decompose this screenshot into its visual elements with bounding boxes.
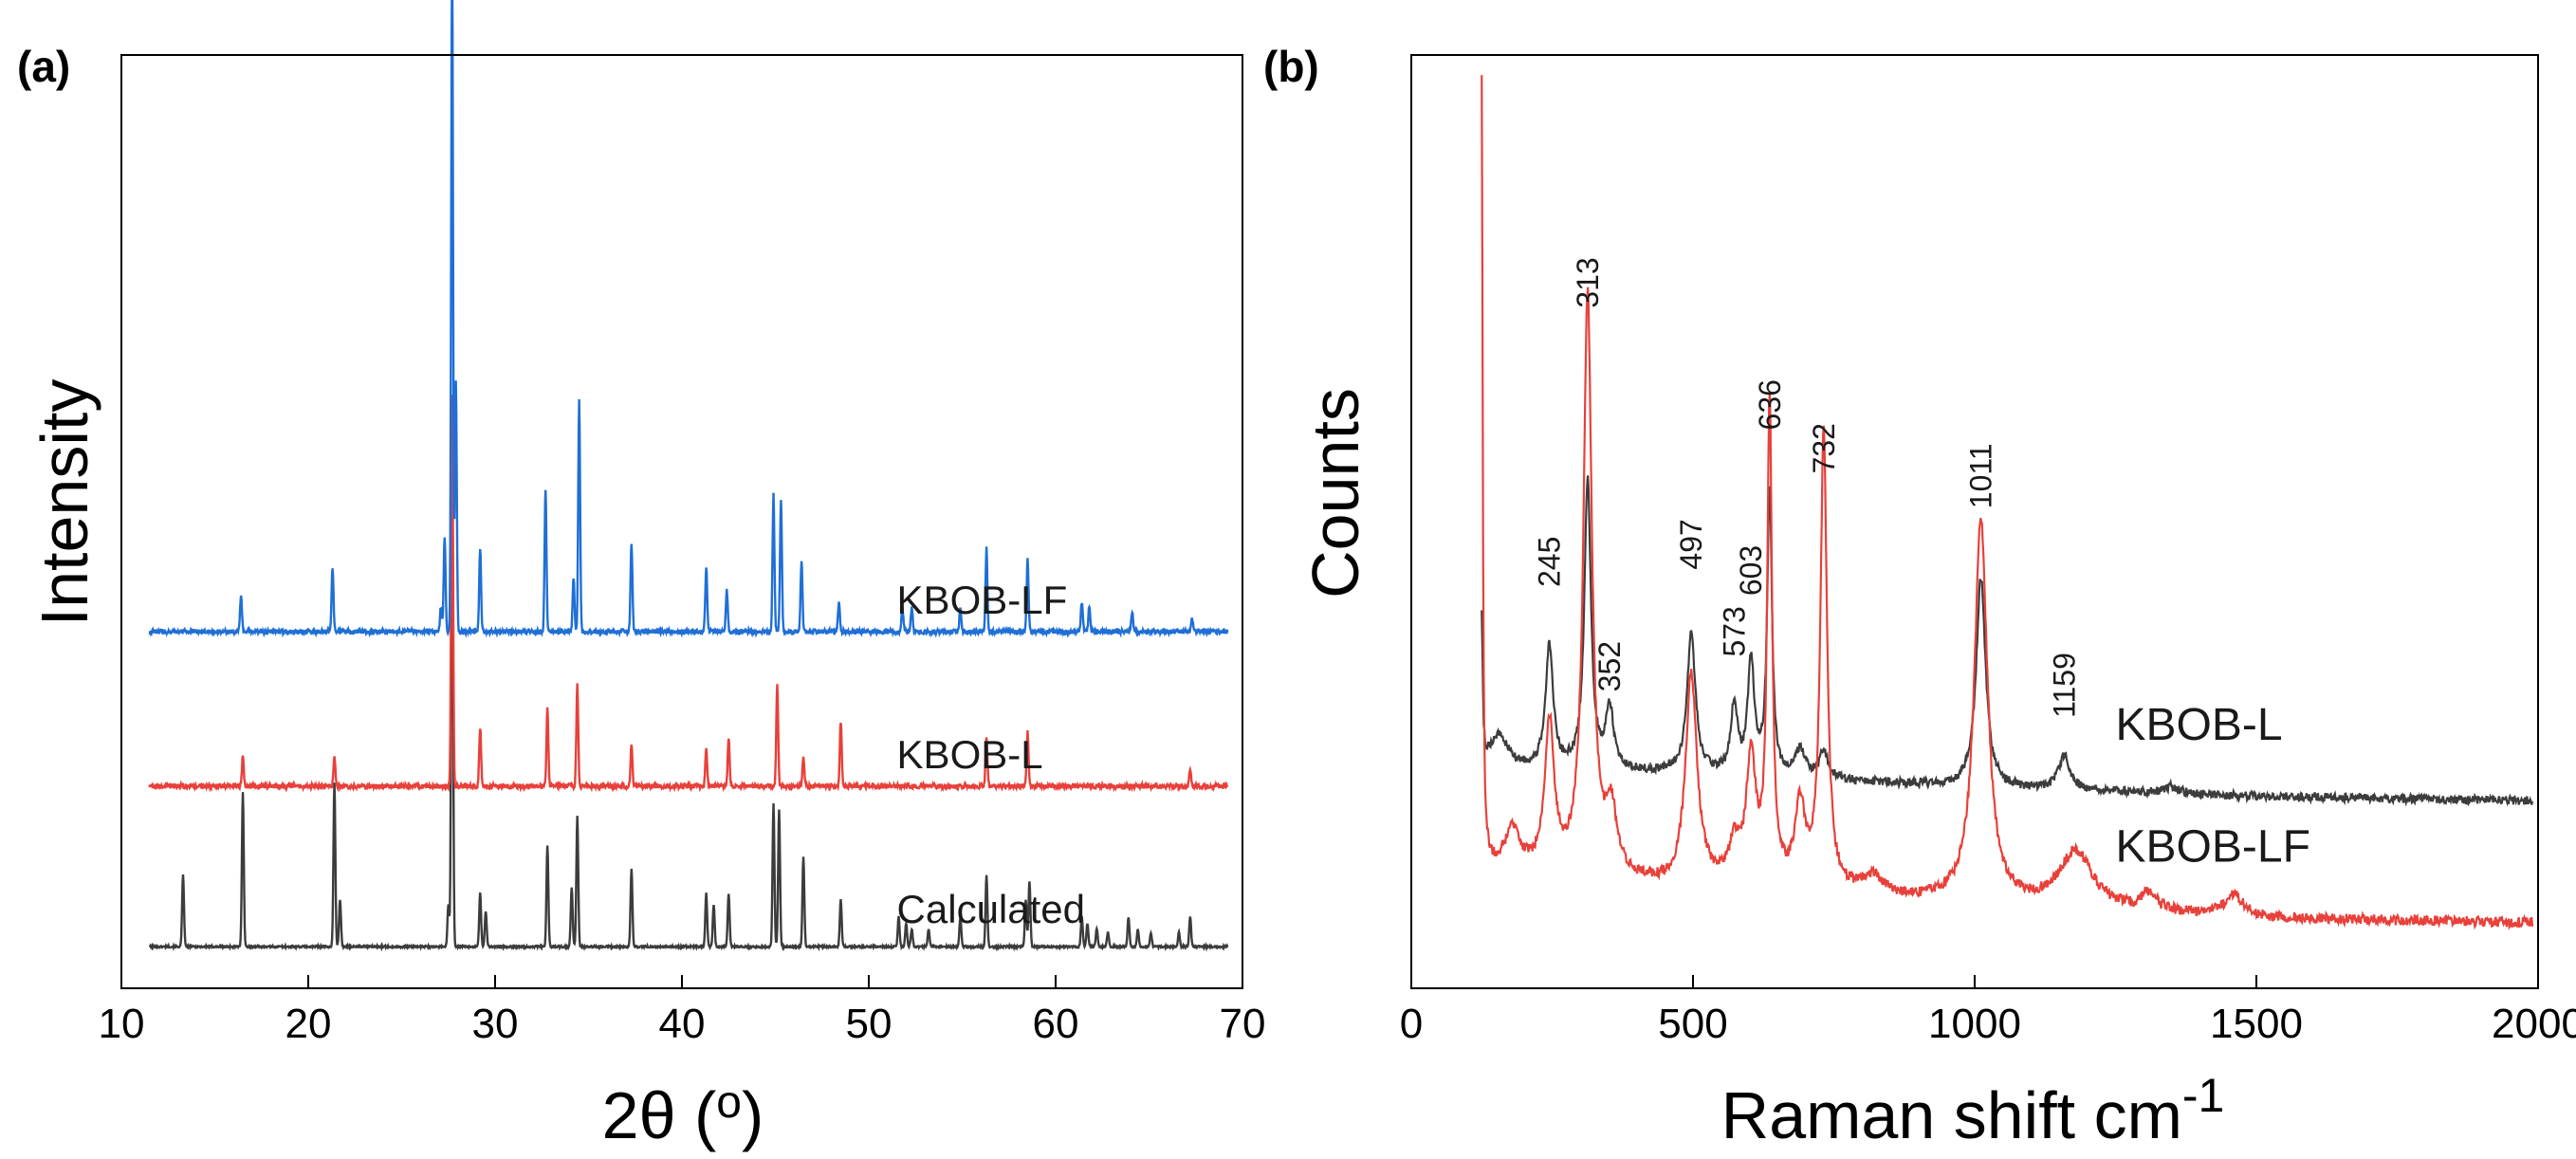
series-label: KBOB-LF (897, 578, 1068, 622)
x-tick-label: 2000 (2492, 1001, 2576, 1047)
series-label: KBOB-LF (2116, 822, 2310, 873)
x-tick-label: 30 (472, 1001, 519, 1047)
xrd-y-axis-label: Intensity (28, 379, 101, 627)
peak-annotation: 313 (1571, 257, 1605, 307)
peak-annotation: 732 (1807, 423, 1841, 473)
x-tick-label: 40 (659, 1001, 706, 1047)
series-label: KBOB-L (897, 732, 1043, 777)
panel-a-label: (a) (17, 42, 70, 91)
series-label: KBOB-L (2116, 700, 2283, 750)
x-tick-label: 500 (1658, 1001, 1727, 1047)
raman-peak-annotations: 245 313 352 497 573 603 636 732 1011 1159 (1533, 257, 2082, 718)
xrd-x-axis-label-close: ) (742, 1078, 764, 1152)
raman-x-axis-label-main: Raman shift cm (1721, 1078, 2182, 1152)
xrd-series-line (148, 0, 1229, 638)
xrd-x-axis-label: 2θ (o) (602, 1077, 764, 1152)
xrd-series-line (148, 395, 1229, 793)
xrd-series-labels: KBOB-LF KBOB-L Calculated (897, 578, 1085, 931)
raman-panel: (b) 245 313 352 497 573 603 636 732 1011 1159 KBO… (1263, 42, 2576, 1152)
x-tick-label: 60 (1033, 1001, 1079, 1047)
xrd-series-line (148, 458, 1229, 952)
peak-annotation: 352 (1592, 641, 1627, 691)
raman-series-line (1481, 75, 2534, 930)
xrd-x-axis-label-main: 2θ ( (602, 1078, 717, 1152)
x-tick-label: 1000 (1928, 1001, 2021, 1047)
raman-series-labels: KBOB-L KBOB-LF (2116, 700, 2310, 873)
raman-series-group (1481, 75, 2534, 930)
xrd-series-group (148, 0, 1229, 952)
peak-annotation: 245 (1533, 537, 1567, 587)
x-tick-label: 70 (1220, 1001, 1266, 1047)
x-tick-label: 0 (1400, 1001, 1423, 1047)
xrd-panel: (a) KBOB-LF KBOB-L Calculated 10 20 30 40 50 60… (17, 0, 1265, 1152)
xrd-x-axis-label-degree: o (716, 1077, 742, 1128)
panel-b-label: (b) (1263, 42, 1319, 91)
xrd-x-ticks: 10 20 30 40 50 60 70 (99, 975, 1266, 1047)
raman-x-ticks: 0 500 1000 1500 2000 (1400, 975, 2576, 1047)
peak-annotation: 573 (1717, 606, 1751, 656)
peak-annotation: 497 (1674, 519, 1708, 569)
x-tick-label: 1500 (2210, 1001, 2303, 1047)
raman-series-line (1481, 475, 2534, 807)
peak-annotation: 636 (1753, 379, 1787, 430)
raman-x-axis-label-sup: -1 (2182, 1069, 2224, 1122)
x-tick-label: 20 (285, 1001, 332, 1047)
peak-annotation: 603 (1734, 545, 1768, 596)
peak-annotation: 1159 (2047, 653, 2081, 718)
x-tick-label: 50 (846, 1001, 892, 1047)
raman-y-axis-label: Counts (1298, 388, 1372, 598)
series-label: Calculated (897, 887, 1085, 931)
x-tick-label: 10 (99, 1001, 145, 1047)
raman-x-axis-label: Raman shift cm-1 (1721, 1069, 2225, 1152)
peak-annotation: 1011 (1964, 443, 1998, 508)
